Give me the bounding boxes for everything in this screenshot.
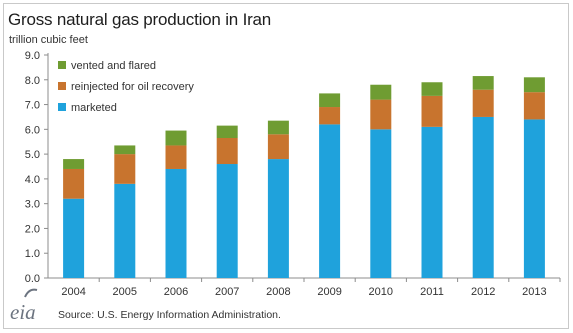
legend-label: reinjected for oil recovery xyxy=(71,81,194,93)
bar-vented-2012 xyxy=(472,76,494,90)
bar-reinjected-2009 xyxy=(319,107,341,125)
x-tick-label: 2013 xyxy=(522,286,546,298)
x-tick-label: 2006 xyxy=(164,286,188,298)
bar-vented-2004 xyxy=(63,159,85,169)
y-axis-units: trillion cubic feet xyxy=(9,34,88,46)
bar-reinjected-2010 xyxy=(370,99,392,130)
bar-marketed-2005 xyxy=(114,183,136,278)
y-tick-label: 5.0 xyxy=(25,149,40,161)
bar-reinjected-2013 xyxy=(523,92,545,120)
bar-vented-2007 xyxy=(216,125,238,139)
x-tick-label: 2010 xyxy=(369,286,393,298)
bar-marketed-2008 xyxy=(267,159,289,278)
chart-title: Gross natural gas production in Iran xyxy=(8,10,272,29)
x-tick-label: 2007 xyxy=(215,286,239,298)
y-tick-label: 7.0 xyxy=(25,100,40,112)
x-tick-label: 2009 xyxy=(317,286,341,298)
bar-vented-2011 xyxy=(421,82,443,96)
x-tick-label: 2004 xyxy=(61,286,85,298)
bar-reinjected-2004 xyxy=(63,168,85,199)
bar-marketed-2012 xyxy=(472,116,494,278)
y-tick-label: 0.0 xyxy=(25,273,40,285)
bar-reinjected-2011 xyxy=(421,95,443,127)
eia-logo-text: eia xyxy=(10,300,36,324)
bar-vented-2010 xyxy=(370,84,392,100)
legend-label: vented and flared xyxy=(71,60,156,72)
source-note: Source: U.S. Energy Information Administ… xyxy=(58,309,281,321)
eia-logo: eia xyxy=(10,288,38,325)
y-tick-label: 3.0 xyxy=(25,199,40,211)
bar-reinjected-2006 xyxy=(165,145,187,169)
bar-marketed-2004 xyxy=(63,198,85,278)
bar-vented-2008 xyxy=(267,120,289,135)
x-tick-label: 2005 xyxy=(113,286,137,298)
eia-logo-swoosh-icon xyxy=(24,288,38,298)
bar-marketed-2006 xyxy=(165,168,187,278)
x-tick-label: 2011 xyxy=(420,286,444,298)
bar-reinjected-2005 xyxy=(114,154,136,184)
y-tick-label: 4.0 xyxy=(25,174,40,186)
bar-vented-2009 xyxy=(319,93,341,108)
bar-marketed-2010 xyxy=(370,129,392,278)
x-tick-label: 2012 xyxy=(471,286,495,298)
legend-label: marketed xyxy=(71,102,117,114)
y-tick-label: 1.0 xyxy=(25,248,40,260)
y-tick-label: 8.0 xyxy=(25,75,40,87)
bar-marketed-2013 xyxy=(523,119,545,278)
bar-vented-2013 xyxy=(523,77,545,93)
bar-reinjected-2008 xyxy=(267,134,289,160)
bar-marketed-2011 xyxy=(421,126,443,278)
legend-swatch xyxy=(58,61,66,69)
y-tick-label: 2.0 xyxy=(25,223,40,235)
bar-reinjected-2007 xyxy=(216,138,238,165)
y-tick-label: 6.0 xyxy=(25,124,40,136)
bar-marketed-2009 xyxy=(319,124,341,278)
bar-reinjected-2012 xyxy=(472,89,494,117)
y-tick-label: 9.0 xyxy=(25,50,40,62)
bar-vented-2005 xyxy=(114,145,136,155)
bar-marketed-2007 xyxy=(216,164,238,278)
legend-swatch xyxy=(58,82,66,90)
bar-vented-2006 xyxy=(165,130,187,146)
x-tick-label: 2008 xyxy=(266,286,290,298)
legend-swatch xyxy=(58,103,66,111)
